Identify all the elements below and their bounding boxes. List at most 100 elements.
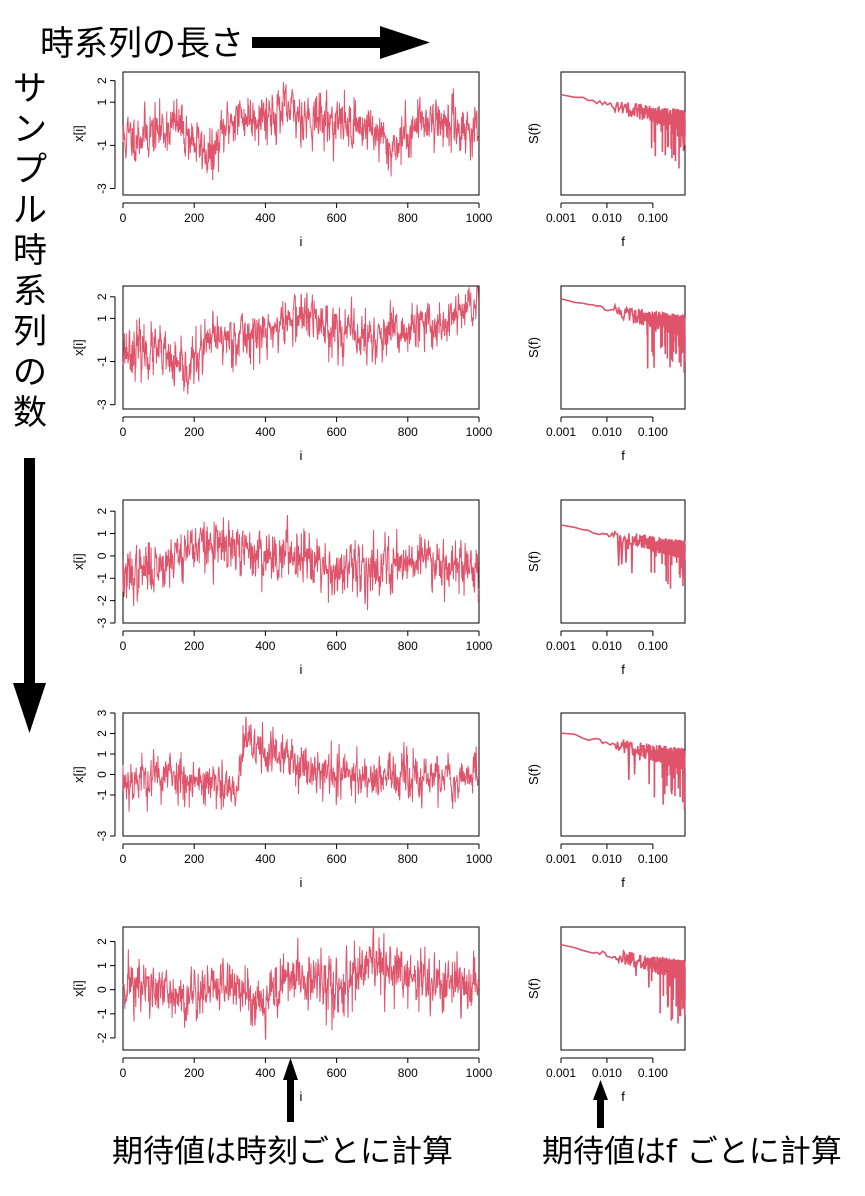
y-tick-label: -3 <box>95 617 109 628</box>
x-axis-label: f <box>621 1089 625 1104</box>
x-tick-label: 800 <box>398 639 418 653</box>
x-axis-label: i <box>300 875 303 890</box>
y-tick-label: 3 <box>95 709 109 716</box>
time-series-4: 0 200 400 600 800 1000 i x[i] -3 -1 0 1 2 3 <box>71 709 493 890</box>
series-line <box>122 515 480 611</box>
annotation-series-length: 時系列の長さ <box>40 24 244 64</box>
x-axis-label: f <box>621 448 625 463</box>
plot-frame <box>122 285 480 410</box>
y-axis-label: x[i] <box>71 980 86 997</box>
x-tick-label: 0.100 <box>638 852 668 866</box>
x-tick-label: 0.001 <box>546 639 576 653</box>
y-axis-label: S(f) <box>526 337 541 358</box>
y-tick-label: -3 <box>95 399 109 410</box>
y-axis-label: x[i] <box>71 553 86 570</box>
x-axis-label: i <box>300 234 303 249</box>
plot-frame <box>122 926 480 1051</box>
y-tick-label: -1 <box>95 573 109 584</box>
y-tick-label: 2 <box>95 293 109 300</box>
x-tick-label: 0.010 <box>592 211 622 225</box>
y-axis-label: S(f) <box>526 978 541 999</box>
x-tick-label: 400 <box>255 1066 275 1080</box>
x-tick-label: 0.001 <box>546 425 576 439</box>
plot-frame <box>560 285 686 410</box>
y-axis-label: x[i] <box>71 766 86 783</box>
y-axis-label: S(f) <box>526 123 541 144</box>
x-tick-label: 1000 <box>466 852 493 866</box>
spectrum-4: 0.001 0.010 0.100 f S(f) <box>526 712 686 890</box>
arrow-right <box>252 26 430 59</box>
x-tick-label: 800 <box>398 1066 418 1080</box>
x-tick-label: 800 <box>398 852 418 866</box>
arrow-down <box>13 458 46 733</box>
x-tick-label: 600 <box>327 639 347 653</box>
x-tick-label: 0 <box>120 639 127 653</box>
spectrum-line <box>560 943 686 1024</box>
y-tick-label: -1 <box>95 356 109 367</box>
spectrum-line <box>560 732 686 810</box>
x-tick-label: 200 <box>184 211 204 225</box>
time-series-5: 0 200 400 600 800 1000 i x[i] -2 -1 0 1 2 <box>71 926 493 1104</box>
x-tick-label: 400 <box>255 211 275 225</box>
x-tick-label: 400 <box>255 639 275 653</box>
y-tick-label: 0 <box>95 771 109 778</box>
arrow-up-left <box>283 1058 298 1122</box>
series-line <box>122 82 480 180</box>
x-tick-label: 0.010 <box>592 852 622 866</box>
y-tick-label: 0 <box>95 552 109 559</box>
y-tick-label: 1 <box>95 315 109 322</box>
annotation-expectation-time: 期待値は時刻ごとに計算 <box>112 1134 453 1170</box>
x-axis-label: f <box>621 234 625 249</box>
x-tick-label: 0.010 <box>592 425 622 439</box>
spectrum-2: 0.001 0.010 0.100 f S(f) <box>526 285 686 463</box>
y-tick-label: -2 <box>95 595 109 606</box>
x-tick-label: 400 <box>255 425 275 439</box>
x-tick-label: 200 <box>184 852 204 866</box>
y-tick-label: 1 <box>95 962 109 969</box>
x-tick-label: 0.100 <box>638 1066 668 1080</box>
plot-frame <box>560 71 686 196</box>
x-tick-label: 600 <box>327 425 347 439</box>
x-tick-label: 0 <box>120 852 127 866</box>
y-tick-label: 1 <box>95 530 109 537</box>
x-tick-label: 400 <box>255 852 275 866</box>
series-line <box>122 716 480 812</box>
y-tick-label: 2 <box>95 730 109 737</box>
x-axis-label: f <box>621 875 625 890</box>
x-tick-label: 1000 <box>466 639 493 653</box>
time-series-3: 0 200 400 600 800 1000 i x[i] -3 -2 -1 0 1 2 <box>71 499 493 677</box>
y-tick-label: -1 <box>95 140 109 151</box>
spectrum-3: 0.001 0.010 0.100 f S(f) <box>526 499 686 677</box>
time-series-2: 0 200 400 600 800 1000 i x[i] -3 -1 1 2 <box>71 285 493 463</box>
y-tick-label: -1 <box>95 789 109 800</box>
x-tick-label: 1000 <box>466 1066 493 1080</box>
x-tick-label: 0.100 <box>638 639 668 653</box>
annotation-expectation-frequency: 期待値はf ごとに計算 <box>542 1134 842 1170</box>
x-tick-label: 200 <box>184 425 204 439</box>
x-tick-label: 1000 <box>466 425 493 439</box>
spectrum-line <box>560 93 686 169</box>
x-axis-label: f <box>621 662 625 677</box>
x-tick-label: 0.100 <box>638 425 668 439</box>
spectrum-line <box>560 297 686 373</box>
series-line <box>122 286 480 395</box>
y-tick-label: 1 <box>95 750 109 757</box>
x-tick-label: 200 <box>184 1066 204 1080</box>
y-axis-label: x[i] <box>71 125 86 142</box>
x-axis-label: i <box>300 662 303 677</box>
x-tick-label: 0.010 <box>592 1066 622 1080</box>
x-tick-label: 1000 <box>466 211 493 225</box>
x-tick-label: 0 <box>120 211 127 225</box>
y-axis-label: S(f) <box>526 551 541 572</box>
x-tick-label: 0.001 <box>546 852 576 866</box>
y-tick-label: 1 <box>95 99 109 106</box>
x-tick-label: 600 <box>327 211 347 225</box>
spectrum-line <box>560 524 686 589</box>
x-tick-label: 800 <box>398 425 418 439</box>
y-axis-label: S(f) <box>526 764 541 785</box>
annotation-sample-count: サンプル時系列の数 <box>13 69 47 433</box>
x-tick-label: 0 <box>120 1066 127 1080</box>
spectrum-5: 0.001 0.010 0.100 f S(f) <box>526 926 686 1104</box>
time-series-1: 0 200 400 600 800 1000 i x[i] -3 -1 1 2 <box>71 71 493 249</box>
